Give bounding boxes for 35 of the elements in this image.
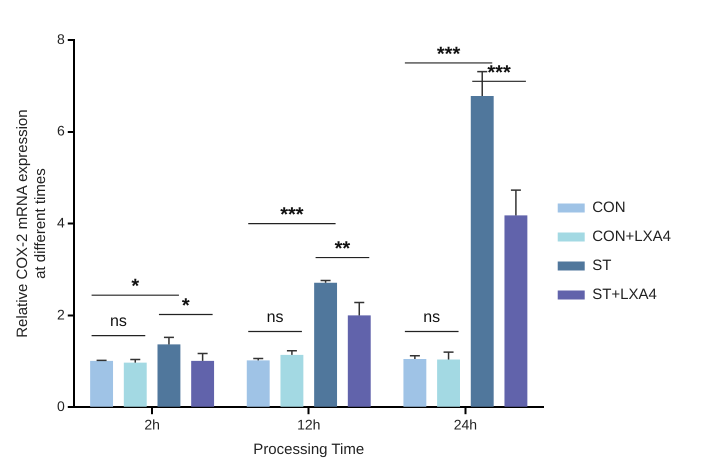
- bar: [280, 354, 304, 407]
- annotation: ***: [280, 204, 304, 226]
- y-tick-label: 4: [56, 214, 65, 230]
- annotation: *: [182, 295, 190, 317]
- legend-label: CON+LXA4: [592, 228, 672, 246]
- annotation: ns: [423, 308, 440, 326]
- x-tick-label: 12h: [297, 416, 320, 432]
- annotation: ***: [487, 62, 511, 84]
- y-tick-label: 0: [56, 398, 65, 414]
- bar: [191, 360, 214, 407]
- annotation: ***: [436, 43, 460, 66]
- bar: [403, 359, 426, 407]
- y-tick-label: 2: [56, 306, 65, 322]
- bar: [246, 360, 270, 407]
- bar: [90, 360, 114, 407]
- annotation: **: [334, 238, 350, 260]
- annotation: ns: [266, 308, 284, 326]
- annotation: *: [131, 276, 140, 298]
- y-axis-title: Relative COX-2 mRNA expression at different times: [14, 109, 50, 338]
- legend-label: CON: [592, 199, 626, 216]
- y-tick-label: 8: [56, 30, 65, 47]
- bar: [157, 344, 180, 407]
- x-tick-label: 2h: [144, 416, 160, 432]
- bar: [504, 215, 528, 407]
- bar: [437, 359, 460, 407]
- y-tick-label: 6: [56, 122, 65, 139]
- legend-label: ST: [592, 257, 612, 274]
- annotation: ns: [110, 313, 127, 330]
- x-axis-title: Processing Time: [253, 441, 364, 458]
- bar: [348, 315, 371, 407]
- bar: [470, 96, 494, 407]
- x-tick-label: 24h: [454, 416, 478, 432]
- bar: [124, 362, 147, 407]
- legend-label: ST+LXA4: [592, 286, 657, 304]
- bar: [314, 282, 338, 407]
